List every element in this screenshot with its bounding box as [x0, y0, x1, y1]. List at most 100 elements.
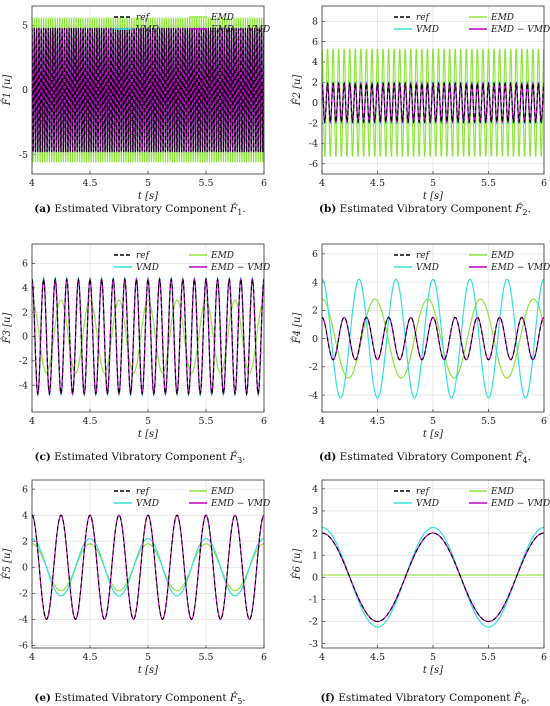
- legend-label: VMD: [136, 25, 159, 35]
- y-tick-label: -2: [309, 362, 318, 373]
- panel-b: 4 4.5 5 5.5 6 -6 -4 -2 0 2 4 6 8 ref EMD VMD EMD − VMD t …: [291, 5, 550, 217]
- y-tick-label: 4: [22, 283, 28, 294]
- y-tick-label: 0: [312, 334, 318, 345]
- series-group: [32, 17, 264, 163]
- y-tick-label: -5: [19, 150, 28, 161]
- series-line-emdvmd: [32, 277, 264, 396]
- y-tick-label: -2: [309, 617, 318, 628]
- plot-frame: [31, 243, 265, 413]
- caption-symbol: F̂: [229, 202, 238, 215]
- series-line-ref: [322, 532, 544, 623]
- legend-label: ref: [136, 487, 151, 497]
- x-tick-label: 5.5: [198, 178, 213, 189]
- series-group: [32, 276, 264, 398]
- plot-frame: [321, 5, 545, 175]
- x-tick-label: 6: [541, 652, 547, 663]
- x-tick-label: 5: [145, 652, 151, 663]
- legend-label: ref: [136, 13, 151, 23]
- y-tick-label: 0: [22, 562, 28, 573]
- series-group: [322, 48, 544, 157]
- y-tick-label: -6: [19, 641, 28, 652]
- y-tick-label: 8: [312, 16, 318, 27]
- caption-tag: (e): [34, 692, 51, 704]
- panel-c: 4 4.5 5 5.5 6 -4 -2 0 2 4 6 ref EMD VMD EMD − VMD t [s]…: [1, 243, 270, 465]
- caption-text: Estimated Vibratory Component: [51, 692, 230, 704]
- caption-subscript: 5: [237, 697, 242, 706]
- legend-label: EMD: [490, 251, 514, 261]
- series-line-vmd: [322, 526, 544, 628]
- x-tick-label: 5: [430, 416, 436, 427]
- x-tick-label: 6: [261, 416, 267, 427]
- y-axis-label: F̂4 [u]: [291, 313, 303, 345]
- series-line-emd: [322, 48, 544, 157]
- caption-subscript: 1: [237, 208, 242, 217]
- x-tick-label: 5.5: [481, 416, 496, 427]
- x-tick-label: 4: [319, 416, 325, 427]
- legend-label: ref: [416, 487, 431, 497]
- caption-symbol: F̂: [513, 691, 522, 704]
- y-tick-label: 6: [312, 249, 318, 260]
- x-tick-label: 5.5: [481, 652, 496, 663]
- x-tick-label: 4.5: [82, 652, 97, 663]
- caption-tag: (d): [319, 451, 336, 463]
- panel-e: 4 4.5 5 5.5 6 -6 -4 -2 0 2 4 6 ref EMD VMD EMD − VMD t […: [1, 479, 270, 706]
- y-axis-label: F̂1 [u]: [1, 75, 13, 107]
- caption-end: .: [242, 451, 245, 463]
- caption-symbol: F̂: [229, 691, 238, 704]
- legend-label: EMD: [210, 251, 234, 261]
- y-tick-label: 0: [312, 572, 318, 583]
- x-tick-label: 5.5: [198, 652, 213, 663]
- y-axis-label: F̂6 [u]: [291, 549, 303, 581]
- y-tick-label: -1: [309, 595, 318, 606]
- caption-text: Estimated Vibratory Component: [336, 451, 515, 463]
- y-tick-label: 4: [312, 277, 318, 288]
- caption-symbol: F̂: [514, 450, 523, 463]
- legend-label: ref: [416, 251, 431, 261]
- legend-label: ref: [416, 13, 431, 23]
- x-tick-label: 4: [29, 178, 35, 189]
- legend-label: ref: [136, 251, 151, 261]
- caption-subscript: 4: [523, 456, 528, 465]
- legend-label: EMD − VMD: [210, 263, 270, 273]
- y-tick-label: 3: [312, 506, 318, 517]
- y-tick-label: 2: [22, 536, 28, 547]
- caption-end: .: [528, 203, 531, 215]
- x-tick-label: 6: [261, 178, 267, 189]
- y-tick-label: 0: [312, 98, 318, 109]
- legend-label: VMD: [136, 263, 159, 273]
- panel-d: 4 4.5 5 5.5 6 -4 -2 0 2 4 6 ref EMD VMD EMD − VMD t [s]…: [291, 243, 550, 465]
- series-line-vmd: [32, 537, 264, 597]
- plot-frame: [321, 243, 545, 413]
- x-tick-label: 4: [319, 178, 325, 189]
- x-axis-label: t [s]: [138, 429, 158, 440]
- caption-subscript: 2: [523, 208, 528, 217]
- x-tick-label: 6: [541, 416, 547, 427]
- caption-text: Estimated Vibratory Component: [51, 451, 230, 463]
- legend-label: VMD: [416, 263, 439, 273]
- x-tick-label: 4.5: [82, 416, 97, 427]
- legend-label: VMD: [136, 499, 159, 509]
- x-tick-label: 5.5: [481, 178, 496, 189]
- legend-label: EMD − VMD: [210, 499, 270, 509]
- y-axis-label: F̂5 [u]: [1, 549, 13, 581]
- legend-label: EMD − VMD: [490, 263, 550, 273]
- series-group: [32, 514, 264, 621]
- series-group: [322, 526, 544, 628]
- x-tick-label: 4: [29, 652, 35, 663]
- y-axis-label: F̂3 [u]: [1, 313, 13, 345]
- caption-symbol: F̂: [229, 450, 238, 463]
- x-tick-label: 4.5: [370, 652, 385, 663]
- caption-tag: (a): [34, 203, 51, 215]
- y-tick-label: -3: [309, 639, 318, 650]
- caption-end: .: [528, 451, 531, 463]
- caption-text: Estimated Vibratory Component: [335, 692, 514, 704]
- y-tick-label: 6: [22, 484, 28, 495]
- y-tick-label: -4: [19, 615, 28, 626]
- caption-text: Estimated Vibratory Component: [336, 203, 515, 215]
- x-tick-label: 4.5: [82, 178, 97, 189]
- y-tick-label: -2: [19, 356, 28, 367]
- panel-caption: (f) Estimated Vibratory Component F̂6.: [320, 691, 529, 706]
- x-tick-label: 4: [29, 416, 35, 427]
- x-tick-label: 5: [430, 178, 436, 189]
